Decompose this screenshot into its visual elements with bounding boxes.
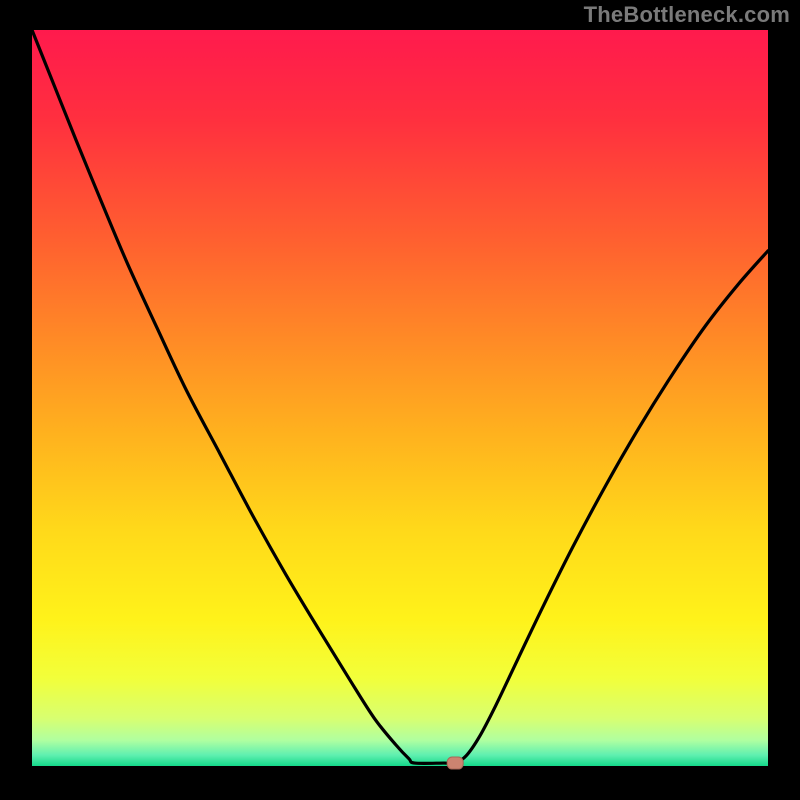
source-watermark: TheBottleneck.com	[584, 2, 790, 28]
bottleneck-chart	[0, 0, 800, 800]
optimal-point-marker	[447, 757, 463, 769]
